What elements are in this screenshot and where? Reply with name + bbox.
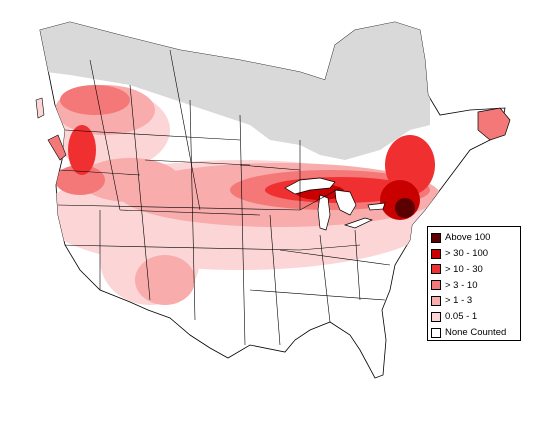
legend-item: Above 100 <box>431 230 520 246</box>
vancouver-island <box>47 134 67 161</box>
abundance-band <box>68 125 96 175</box>
legend-swatch <box>431 327 441 338</box>
lake-ontario <box>367 202 386 211</box>
legend: Above 100 > 30 - 100 > 10 - 30 > 3 - 10 > 1 … <box>427 226 521 341</box>
legend-swatch <box>431 296 441 307</box>
legend-swatch <box>431 311 441 322</box>
legend-swatch <box>431 280 441 291</box>
legend-item: 0.05 - 1 <box>431 309 520 325</box>
abundance-band <box>55 165 105 195</box>
abundance-band <box>60 85 130 115</box>
haida-gwaii <box>35 97 45 119</box>
legend-label: Above 100 <box>445 232 491 244</box>
abundance-shading <box>40 85 440 305</box>
legend-label: > 1 - 3 <box>445 295 473 307</box>
lake-michigan <box>317 194 331 231</box>
legend-label: None Counted <box>445 326 507 338</box>
abundance-band <box>395 198 415 218</box>
legend-item: > 10 - 30 <box>431 262 520 278</box>
lake-huron <box>334 189 357 216</box>
legend-item: > 1 - 3 <box>431 293 520 309</box>
legend-swatch <box>431 232 441 243</box>
legend-label: 0.05 - 1 <box>445 311 478 323</box>
legend-item: > 3 - 10 <box>431 277 520 293</box>
newfoundland <box>477 107 511 141</box>
abundance-band <box>80 158 180 202</box>
legend-label: > 3 - 10 <box>445 279 478 291</box>
lake-superior <box>284 177 336 195</box>
legend-label: > 30 - 100 <box>445 247 489 259</box>
abundance-band <box>135 255 195 305</box>
legend-label: > 10 - 30 <box>445 263 483 275</box>
abundance-band <box>385 135 435 195</box>
great-lakes <box>284 177 386 231</box>
legend-item: None Counted <box>431 325 520 341</box>
legend-swatch <box>431 248 441 259</box>
lake-erie <box>343 217 373 229</box>
legend-item: > 30 - 100 <box>431 246 520 262</box>
political-boundaries <box>57 49 391 346</box>
legend-swatch <box>431 264 441 275</box>
